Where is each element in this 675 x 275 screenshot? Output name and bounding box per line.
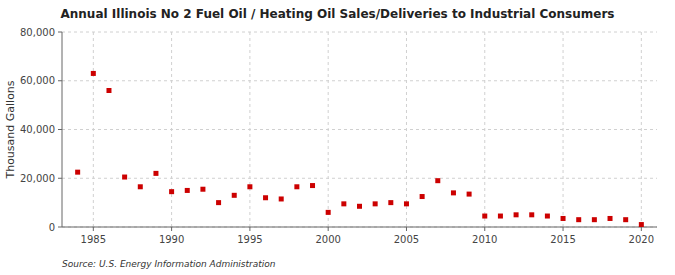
axes: 0 20,000 40,000 60,000 80,000 1985 1990 1995 200… [20,27,657,246]
y-axis-line [62,32,63,227]
grid-line [406,32,407,227]
point [169,189,174,194]
tick-label: 2015 [550,234,575,245]
point [153,171,158,176]
tick-mark [58,227,62,228]
tick-label: 80,000 [20,27,55,38]
grid-line [93,32,94,227]
point [341,201,346,206]
tick-label: 1995 [237,234,262,245]
tick-label: 20,000 [20,173,55,184]
point [467,192,472,197]
point [420,194,425,199]
point [200,187,205,192]
point [608,216,613,221]
point [326,210,331,215]
grid-line [62,129,657,130]
grid-line [62,80,657,81]
tick-label: 1985 [81,234,106,245]
point [545,214,550,219]
point [388,200,393,205]
grid-line [62,32,657,33]
point [91,71,96,76]
tick-mark [406,227,407,231]
tick-label: 2020 [629,234,654,245]
point [482,214,487,219]
tick-mark [58,32,62,33]
chart: Annual Illinois No 2 Fuel Oil / Heating … [0,0,675,275]
points [75,71,644,227]
tick-mark [563,227,564,231]
grid-line [328,32,329,227]
point [576,217,581,222]
tick-label: 0 [49,222,55,233]
tick-mark [171,227,172,231]
point [404,201,409,206]
point [138,184,143,189]
y-axis-label: Thousand Gallons [4,80,17,179]
tick-mark [93,227,94,231]
tick-label: 60,000 [20,75,55,86]
tick-mark [484,227,485,231]
grid [62,32,657,227]
point [75,170,80,175]
tick-mark [58,80,62,81]
point [373,201,378,206]
point [514,212,519,217]
grid-line [62,227,657,228]
point [623,217,628,222]
title: Annual Illinois No 2 Fuel Oil / Heating … [61,7,615,21]
grid-line [62,178,657,179]
point [279,196,284,201]
x-axis-line [62,227,657,228]
point [639,222,644,227]
tick-mark [58,129,62,130]
source: Source: U.S. Energy Information Administ… [62,259,276,269]
point [561,216,566,221]
point [263,195,268,200]
tick-label: 2005 [394,234,419,245]
grid-line [249,32,250,227]
tick-mark [58,178,62,179]
tick-label: 2010 [472,234,497,245]
grid-line [171,32,172,227]
point [106,88,111,93]
point [357,204,362,209]
grid-line [484,32,485,227]
tick-mark [249,227,250,231]
grid-line [641,32,642,227]
point [232,193,237,198]
point [498,214,503,219]
point [451,190,456,195]
tick-label: 40,000 [20,124,55,135]
tick-label: 2000 [315,234,340,245]
point [529,212,534,217]
point [216,200,221,205]
point [310,183,315,188]
tick-label: 1990 [159,234,184,245]
point [592,217,597,222]
point [247,184,252,189]
point [435,178,440,183]
point [122,175,127,180]
grid-line [563,32,564,227]
point [185,188,190,193]
point [294,184,299,189]
tick-mark [641,227,642,231]
tick-mark [328,227,329,231]
